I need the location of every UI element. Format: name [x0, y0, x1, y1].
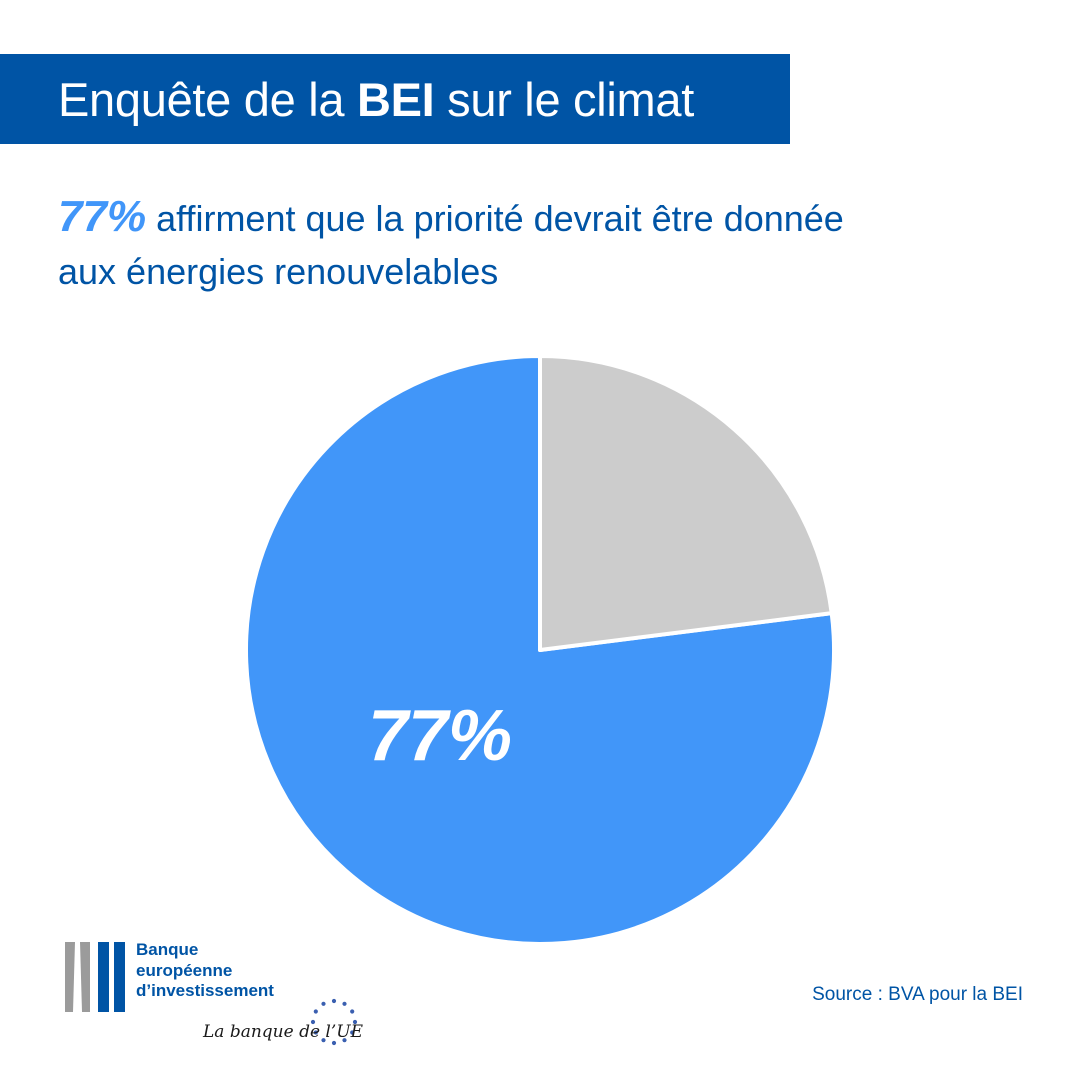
pie-slices — [244, 354, 836, 946]
pie-label-0: 77% — [368, 696, 512, 776]
pie-labels: 77% — [368, 696, 512, 776]
page-title: Enquête de la BEI sur le climat — [58, 72, 694, 127]
eu-star-icon — [321, 1038, 326, 1043]
title-bold: BEI — [356, 72, 435, 126]
headline-text-line1: affirment que la priorité devrait être d… — [146, 198, 844, 239]
logo-name-line1: Banque — [136, 940, 199, 959]
title-banner: Enquête de la BEI sur le climat — [0, 54, 790, 144]
title-prefix: Enquête de la — [58, 72, 357, 126]
headline: 77% affirment que la priorité devrait êt… — [58, 190, 1018, 298]
headline-highlight: 77% — [58, 192, 147, 241]
logo-name: Banque européenne d’investissement — [136, 940, 274, 1002]
eu-star-icon — [310, 1019, 316, 1025]
pie-slice-1 — [538, 354, 834, 652]
eu-star-icon — [331, 1040, 337, 1046]
eu-star-icon — [352, 1019, 358, 1025]
logo-tagline: La banque de l’UE — [203, 1022, 364, 1042]
eib-logo: Banque européenne d’investissement La ba… — [62, 940, 382, 1060]
title-suffix: sur le climat — [434, 72, 694, 126]
source-note: Source : BVA pour la BEI — [812, 984, 1023, 1005]
pie-slice-0 — [244, 354, 836, 946]
eu-stars-icon — [310, 998, 358, 1046]
eu-star-icon — [313, 1030, 318, 1035]
eu-star-icon — [342, 1038, 347, 1043]
logo-name-line3: d’investissement — [136, 981, 274, 1000]
logo-bars-icon — [65, 942, 125, 1012]
eu-star-icon — [321, 1001, 326, 1006]
eu-star-icon — [342, 1001, 347, 1006]
eu-star-icon — [313, 1009, 318, 1014]
headline-text-line2: aux énergies renouvelables — [58, 251, 499, 292]
eu-star-icon — [350, 1009, 355, 1014]
logo-name-line2: européenne — [136, 960, 233, 980]
eu-star-icon — [350, 1030, 355, 1035]
eu-star-icon — [331, 998, 337, 1004]
